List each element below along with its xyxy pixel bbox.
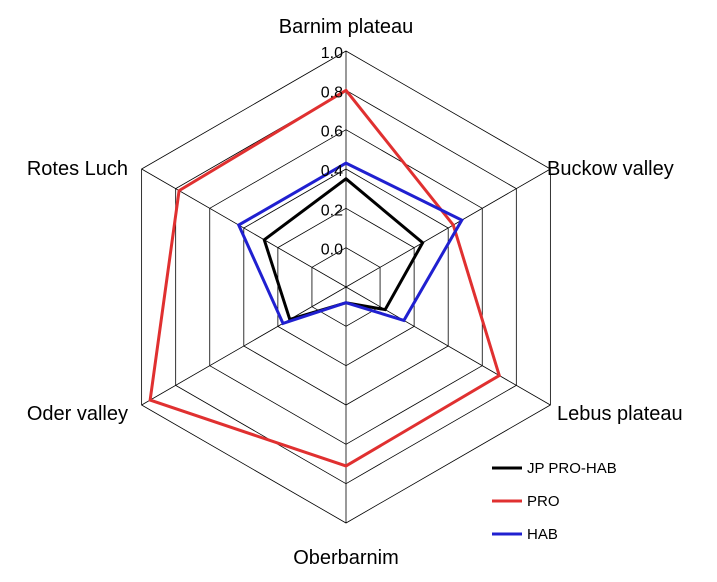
legend: JP PRO-HAB PRO HAB [492,460,617,543]
axis-spoke [141,286,347,406]
series-line-3 [236,161,464,326]
tick-label: 0.4 [321,163,343,180]
radial-tick-labels: 0.0 0.2 0.4 0.6 0.8 1.0 [321,45,343,259]
category-label: Lebus plateau [557,403,683,425]
axis-spoke [345,286,551,406]
category-label: Rotes Luch [27,158,128,180]
category-label: Buckow valley [547,158,674,180]
category-label: Oder valley [27,403,128,425]
axis-spoke [141,168,347,288]
radar-series [148,88,502,468]
tick-label: 0.6 [321,124,343,141]
tick-label: 0.0 [321,242,343,259]
category-label: Oberbarnim [293,547,399,569]
tick-label: 0.2 [321,202,343,219]
tick-label: 0.8 [321,84,343,101]
legend-label: JP PRO-HAB [527,460,617,477]
category-label: Barnim plateau [279,16,414,38]
category-labels: Barnim plateau Buckow valley Lebus plateau… [27,16,683,569]
tick-label: 1.0 [321,45,343,62]
axis-spoke [345,168,551,288]
legend-label: PRO [527,493,560,510]
series-line-2 [148,88,502,468]
radar-spokes [141,51,551,523]
legend-label: HAB [527,526,558,543]
